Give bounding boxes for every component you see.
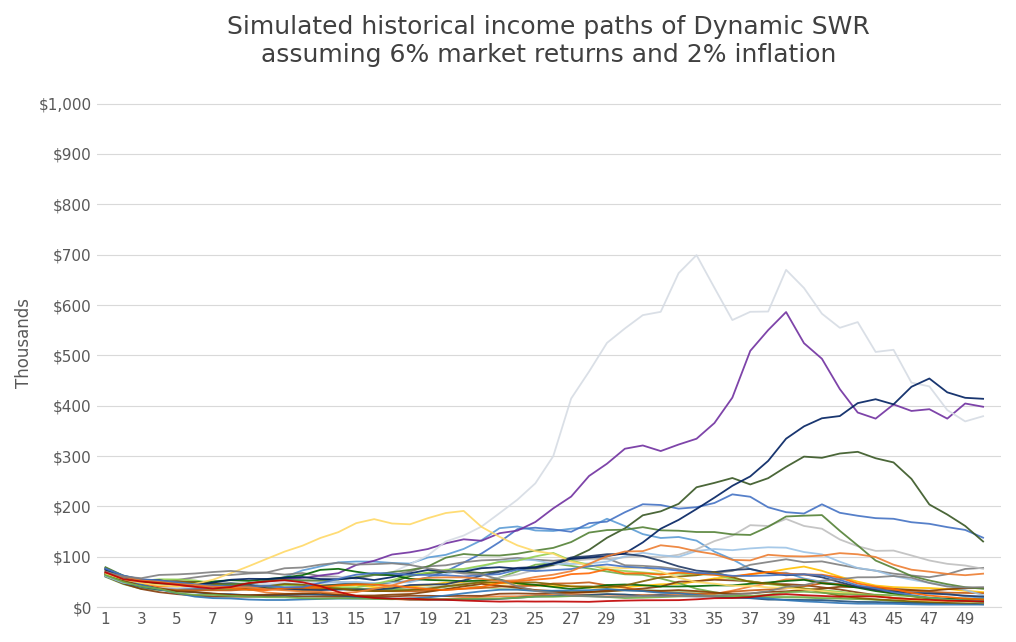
Y-axis label: Thousands: Thousands: [15, 298, 33, 388]
Title: Simulated historical income paths of Dynamic SWR
assuming 6% market returns and : Simulated historical income paths of Dyn…: [228, 15, 870, 67]
